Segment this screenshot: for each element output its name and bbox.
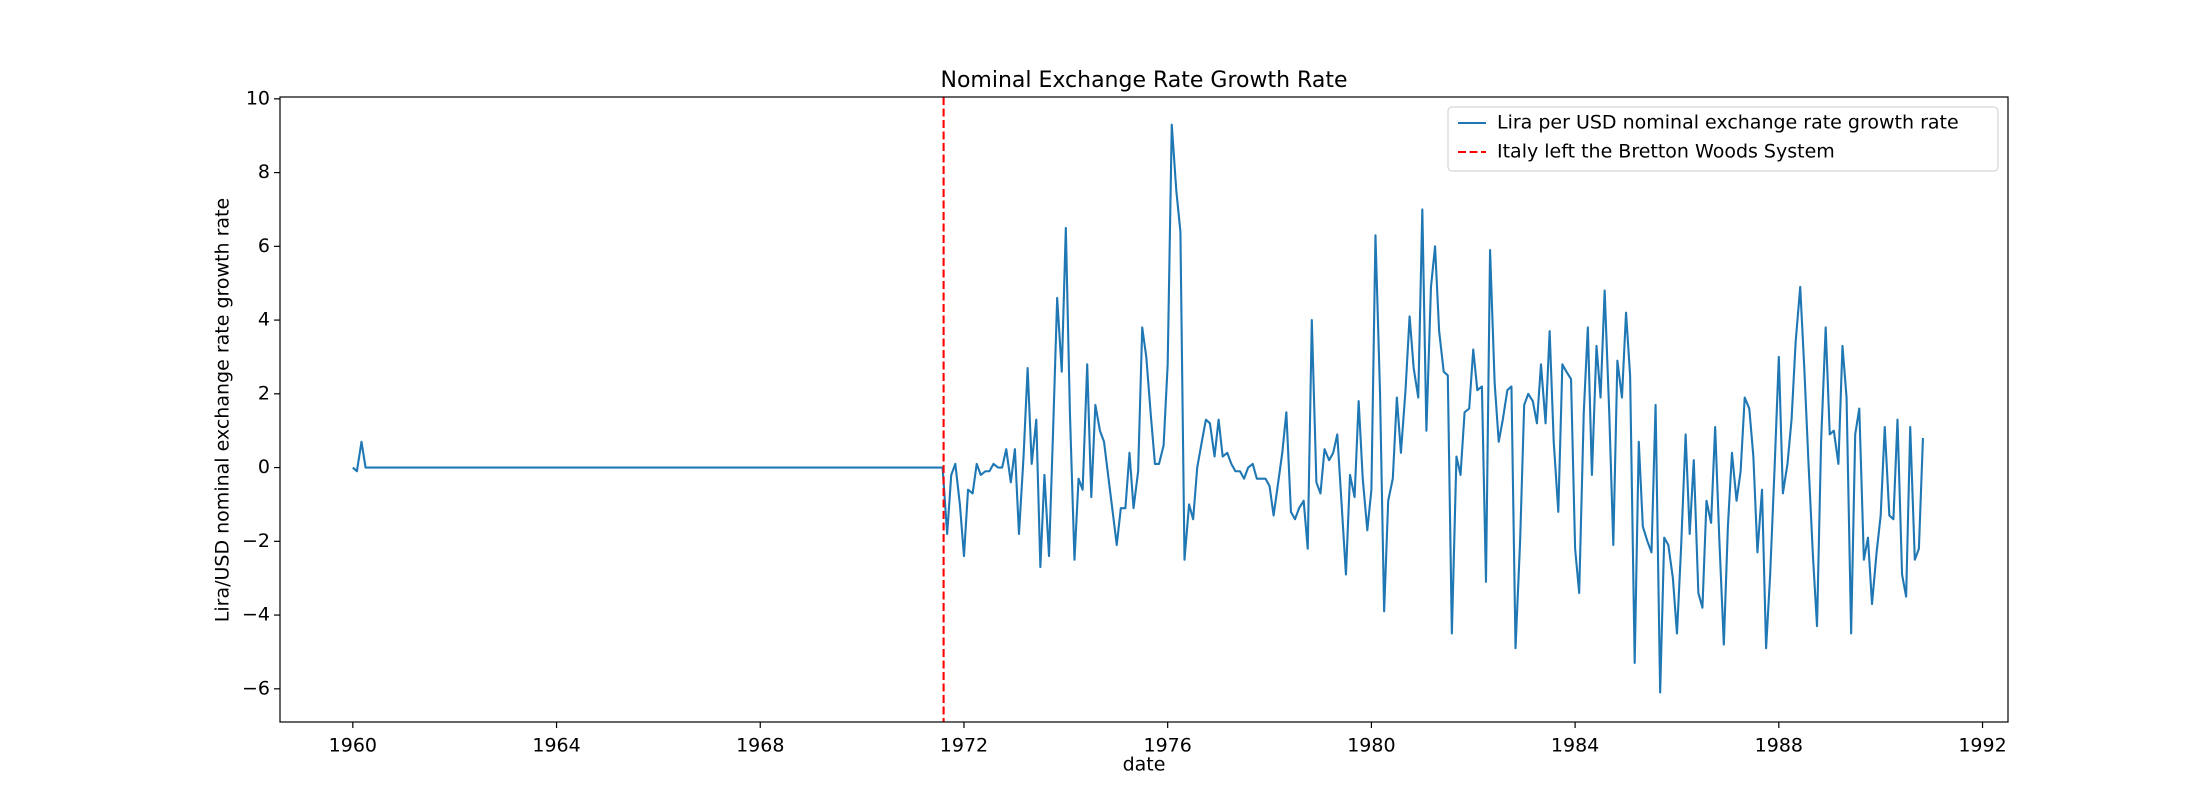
legend-label: Lira per USD nominal exchange rate growt… bbox=[1497, 112, 1959, 134]
y-axis-label: Lira/USD nominal exchange rate growth ra… bbox=[212, 198, 234, 622]
y-tick-label: 2 bbox=[258, 382, 270, 404]
y-tick-label: −4 bbox=[242, 604, 270, 626]
y-tick-label: 0 bbox=[258, 456, 270, 478]
x-tick-label: 1964 bbox=[532, 735, 580, 757]
x-tick-label: 1984 bbox=[1551, 735, 1599, 757]
x-tick-label: 1976 bbox=[1144, 735, 1192, 757]
y-tick-label: 10 bbox=[246, 87, 270, 109]
x-tick-label: 1992 bbox=[1958, 735, 2006, 757]
x-axis-label: date bbox=[1123, 754, 1166, 776]
y-tick-label: 4 bbox=[258, 309, 270, 331]
y-tick-label: −6 bbox=[242, 677, 270, 699]
y-tick-label: −2 bbox=[242, 530, 270, 552]
x-tick-label: 1972 bbox=[940, 735, 988, 757]
legend-box bbox=[1447, 106, 1999, 172]
y-tick-label: 6 bbox=[258, 235, 270, 257]
x-tick-label: 1988 bbox=[1755, 735, 1803, 757]
x-tick-label: 1980 bbox=[1347, 735, 1395, 757]
x-tick-label: 1960 bbox=[329, 735, 377, 757]
plot-frame bbox=[279, 96, 2009, 723]
data-line bbox=[352, 123, 1924, 694]
x-tick-label: 1968 bbox=[736, 735, 784, 757]
chart-title: Nominal Exchange Rate Growth Rate bbox=[941, 68, 1348, 93]
y-tick-label: 8 bbox=[258, 161, 270, 183]
legend-label: Italy left the Bretton Woods System bbox=[1497, 141, 1835, 163]
